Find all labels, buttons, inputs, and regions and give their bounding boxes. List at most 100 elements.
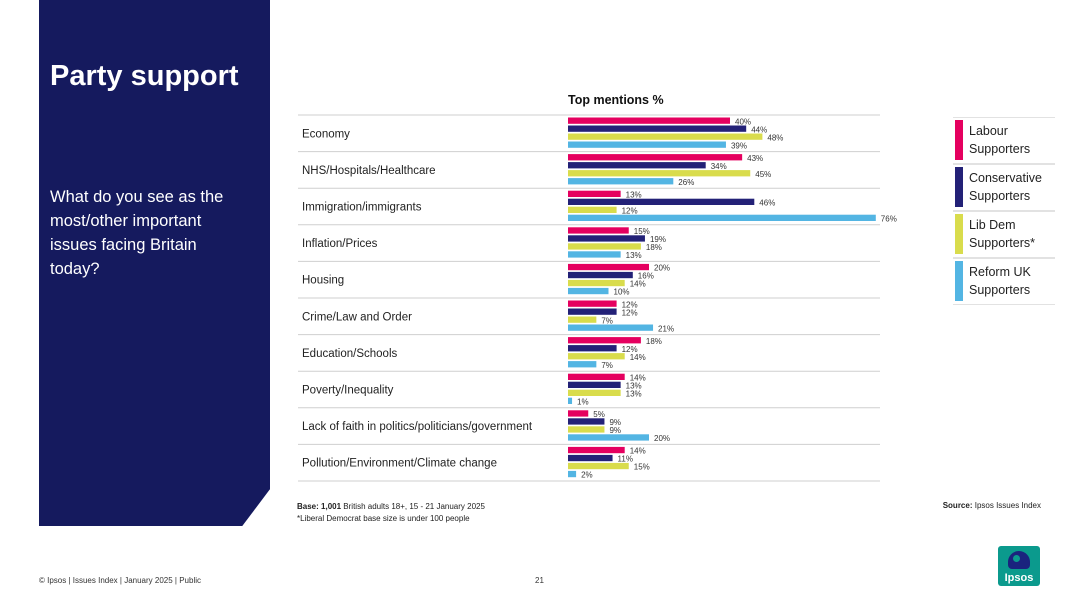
data-label: 13% — [626, 390, 642, 399]
legend-label-reform: Reform UK Supporters — [969, 265, 1031, 297]
legend-item-libdem: Lib Dem Supporters* — [953, 211, 1055, 258]
bar — [568, 454, 613, 462]
bar — [568, 381, 621, 388]
category-label: Inflation/Prices — [302, 238, 378, 250]
data-label: 11% — [618, 455, 633, 464]
page-title: Party support — [50, 60, 239, 92]
legend-label-labour: Labour Supporters — [969, 124, 1031, 156]
bar — [568, 235, 645, 242]
legend-swatch-reform — [955, 261, 963, 301]
bar — [568, 397, 573, 404]
survey-question: What do you see as the most/other import… — [50, 188, 224, 278]
data-label: 1% — [577, 398, 589, 407]
bar — [568, 190, 621, 197]
bar — [568, 410, 589, 417]
category-label: Poverty/Inequality — [302, 385, 394, 397]
category-label: Pollution/Environment/Climate change — [302, 458, 497, 470]
data-label: 19% — [650, 235, 666, 244]
legend-swatch-libdem — [955, 214, 963, 254]
bar — [568, 462, 629, 470]
category-label: NHS/Hospitals/Healthcare — [302, 165, 436, 177]
data-label: 20% — [654, 264, 670, 273]
bar — [568, 162, 706, 169]
data-label: 13% — [626, 191, 642, 200]
data-label: 43% — [747, 154, 763, 163]
category-label: Housing — [302, 275, 344, 287]
legend-label-libdem: Lib Dem Supporters* — [969, 218, 1036, 250]
data-label: 9% — [609, 418, 621, 427]
bar — [568, 133, 763, 140]
legend-swatch-conservative — [955, 167, 963, 207]
data-label: 44% — [751, 125, 767, 134]
bar — [568, 271, 633, 279]
data-label: 46% — [759, 199, 775, 208]
data-label: 14% — [630, 353, 646, 362]
bar — [568, 263, 649, 271]
side-panel: Party support What do you see as the mos… — [39, 0, 270, 526]
data-label: 14% — [630, 447, 646, 456]
bar — [568, 279, 625, 287]
bar — [568, 287, 609, 295]
legend-item-labour: Labour Supporters — [953, 117, 1055, 164]
data-label: 45% — [755, 170, 771, 179]
bar — [568, 117, 730, 124]
data-label: 20% — [654, 434, 670, 443]
bar — [568, 361, 597, 368]
chart-title: Top mentions % — [568, 93, 664, 107]
data-label: 10% — [614, 288, 630, 297]
bar — [568, 178, 674, 185]
bar — [568, 418, 605, 425]
bar — [568, 373, 625, 380]
footer-text: © Ipsos | Issues Index | January 2025 | … — [39, 576, 201, 585]
data-label: 34% — [711, 162, 727, 171]
category-label: Immigration/immigrants — [302, 202, 422, 214]
base-label: Base: — [297, 502, 319, 511]
data-label: 7% — [601, 316, 613, 325]
source-label: Source: — [942, 501, 973, 510]
logo-dot-icon — [1013, 555, 1020, 562]
bar — [568, 324, 654, 331]
bar — [568, 198, 755, 205]
data-label: 9% — [609, 426, 621, 435]
bar — [568, 300, 617, 307]
data-label: 15% — [634, 463, 650, 472]
bar — [568, 243, 641, 250]
data-label: 2% — [581, 471, 593, 480]
bar — [568, 141, 726, 148]
data-label: 48% — [767, 133, 783, 142]
bar — [568, 470, 577, 478]
category-label: Lack of faith in politics/politicians/go… — [302, 421, 533, 433]
libdem-base-note: *Liberal Democrat base size is under 100… — [297, 514, 470, 523]
bar — [568, 154, 743, 161]
data-label: 5% — [593, 410, 605, 419]
bar — [568, 214, 876, 221]
data-label: 15% — [634, 227, 650, 236]
data-label: 18% — [646, 337, 662, 346]
bar — [568, 125, 747, 132]
legend-item-reform: Reform UK Supporters — [953, 258, 1055, 305]
legend-label-conservative: Conservative Supporters — [969, 171, 1042, 203]
data-label: 7% — [601, 361, 613, 370]
data-label: 13% — [626, 251, 642, 260]
data-label: 12% — [622, 207, 638, 216]
data-label: 18% — [646, 243, 662, 252]
legend-swatch-labour — [955, 120, 963, 160]
bar — [568, 316, 597, 323]
base-text: British adults 18+, 15 - 21 January 2025 — [343, 502, 485, 511]
category-label: Crime/Law and Order — [302, 311, 412, 323]
data-label: 13% — [626, 382, 642, 391]
bar — [568, 345, 617, 352]
data-label: 16% — [638, 272, 654, 281]
bar — [568, 434, 649, 441]
data-label: 21% — [658, 324, 674, 333]
logo-text: Ipsos — [1004, 572, 1034, 584]
data-label: 39% — [731, 141, 747, 150]
bar — [568, 389, 621, 396]
category-label: Economy — [302, 128, 350, 140]
ipsos-logo: Ipsos — [998, 546, 1040, 586]
data-label: 12% — [622, 308, 638, 317]
bar — [568, 446, 625, 454]
data-label: 14% — [630, 280, 646, 289]
data-label: 12% — [622, 345, 638, 354]
